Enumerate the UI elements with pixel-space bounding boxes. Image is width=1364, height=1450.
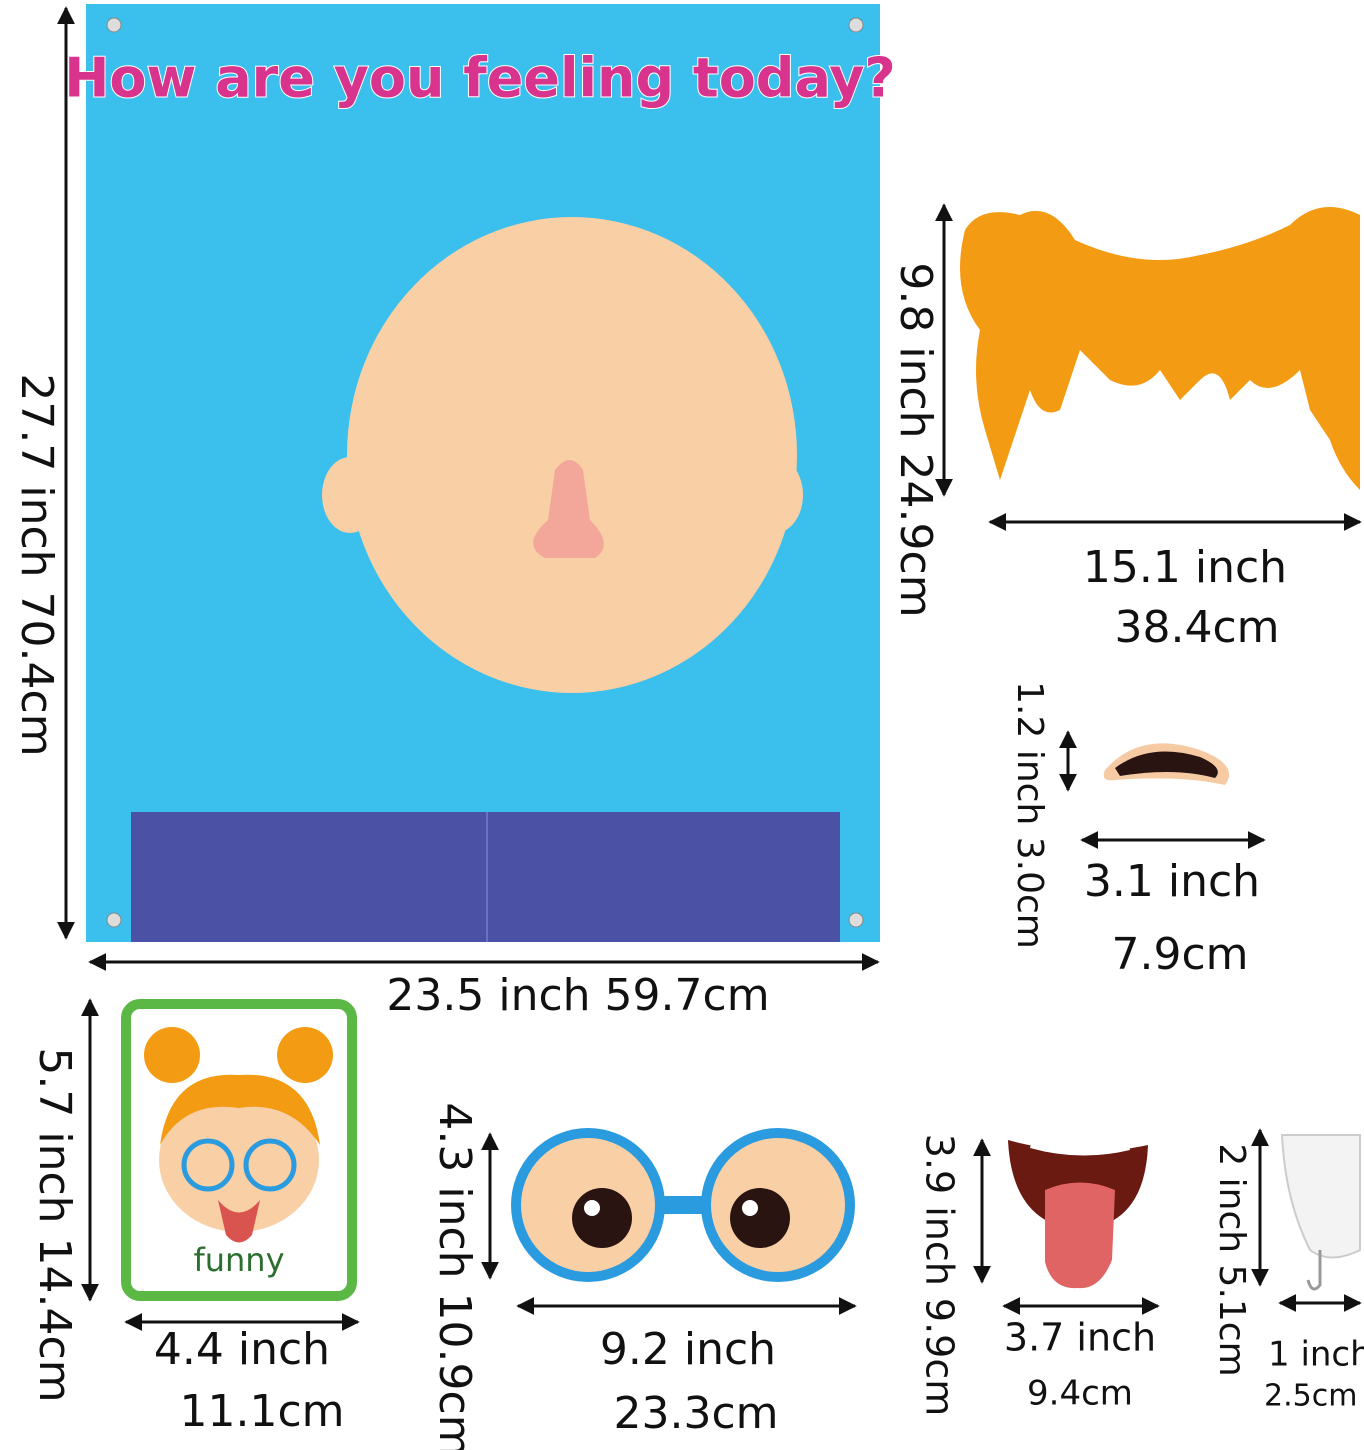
eyebrow-width-inch: 3.1 inch	[1084, 856, 1260, 907]
glasses-height: 4.3 inch 10.9cm	[429, 1102, 480, 1450]
card-height: 5.7 inch 14.4cm	[29, 1047, 80, 1402]
poster: How are you feeling today?	[63, 4, 897, 942]
hair-piece	[960, 207, 1360, 490]
eyebrow-height: 1.2 inch 3.0cm	[1009, 681, 1050, 949]
eyebrow-piece	[1115, 751, 1218, 778]
hook-piece	[1280, 1134, 1361, 1291]
poster-height: 27.7 inch 70.4cm	[11, 373, 62, 756]
glasses-width-cm: 23.3cm	[613, 1388, 778, 1439]
eyebrow-width-cm: 7.9cm	[1111, 929, 1248, 980]
poster-title: How are you feeling today?	[64, 47, 896, 110]
card-width-inch: 4.4 inch	[154, 1324, 330, 1375]
card-width-cm: 11.1cm	[179, 1386, 344, 1437]
mouth-height: 3.9 inch 9.9cm	[918, 1134, 962, 1417]
glasses-width-inch: 9.2 inch	[600, 1324, 776, 1375]
hair-width-inch: 15.1 inch	[1083, 542, 1287, 593]
glasses-piece	[511, 1128, 855, 1282]
hook-height: 2 inch 5.1cm	[1211, 1143, 1252, 1376]
hair-height: 9.8 inch 24.9cm	[890, 262, 941, 617]
hair-width-cm: 38.4cm	[1114, 602, 1279, 653]
card-caption: funny	[193, 1241, 284, 1279]
mouth-width-cm: 9.4cm	[1027, 1374, 1133, 1414]
mouth-piece	[1008, 1135, 1148, 1289]
hook-width-inch: 1 inch	[1268, 1335, 1364, 1375]
hook-width-cm: 2.5cm	[1264, 1379, 1357, 1414]
poster-width: 23.5 inch 59.7cm	[386, 970, 769, 1021]
mouth-width-inch: 3.7 inch	[1004, 1316, 1156, 1360]
